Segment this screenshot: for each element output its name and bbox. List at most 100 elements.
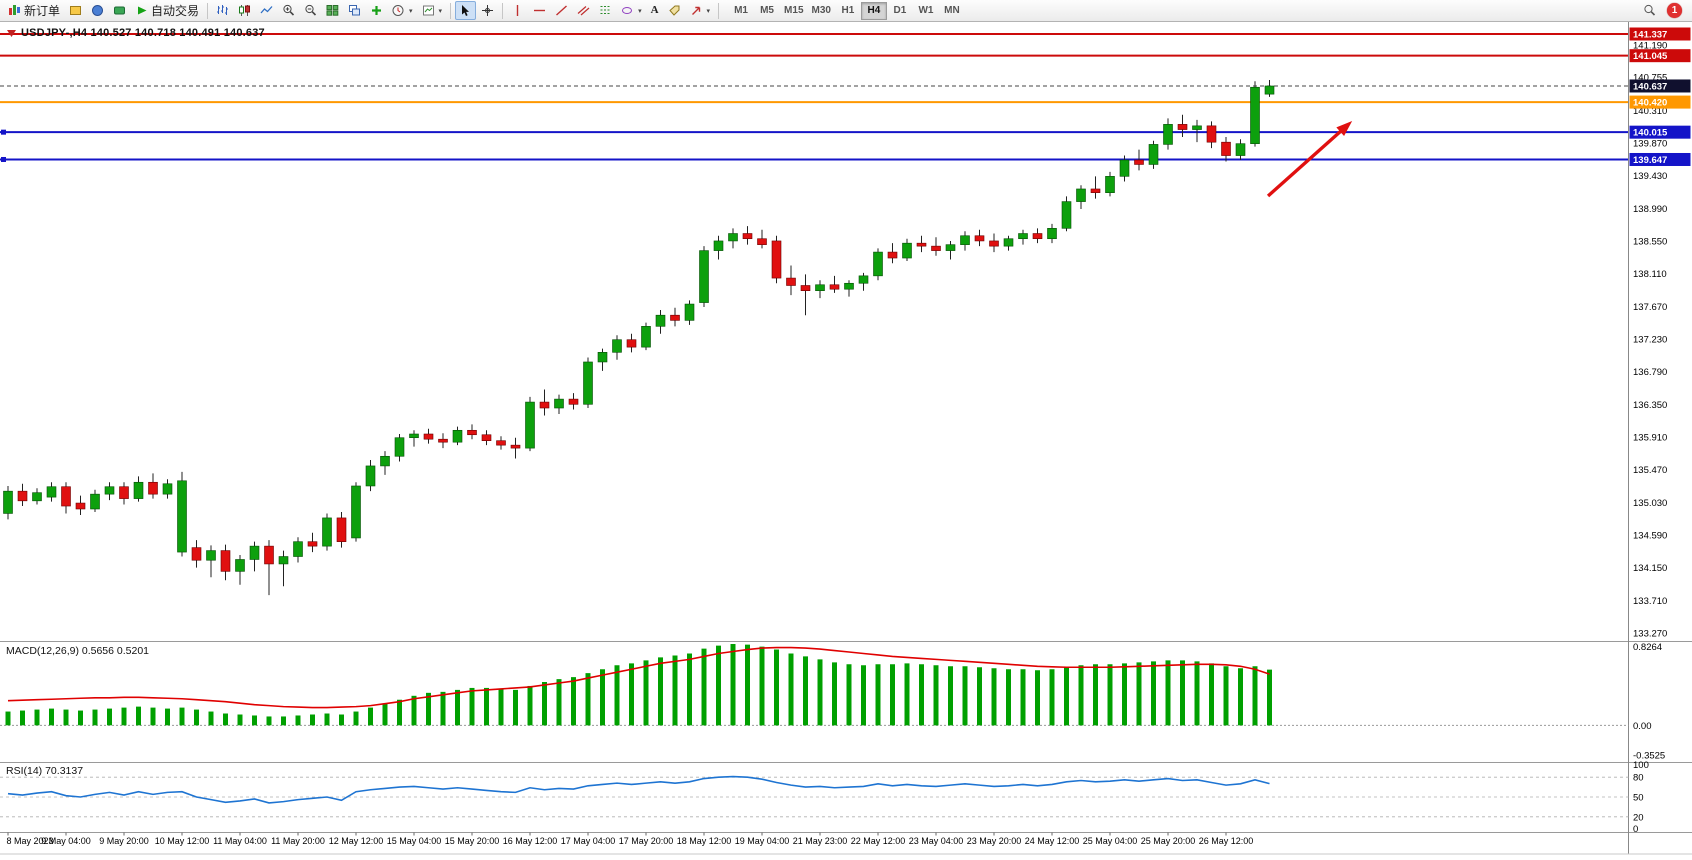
svg-text:136.350: 136.350 bbox=[1633, 400, 1667, 411]
svg-text:17 May 20:00: 17 May 20:00 bbox=[619, 836, 674, 846]
svg-text:138.990: 138.990 bbox=[1633, 204, 1667, 215]
svg-text:140.015: 140.015 bbox=[1633, 128, 1668, 139]
timeframe-button-m1[interactable]: M1 bbox=[728, 2, 754, 20]
svg-text:140.420: 140.420 bbox=[1633, 98, 1667, 109]
svg-text:-0.3525: -0.3525 bbox=[1633, 751, 1665, 762]
timeframe-button-w1[interactable]: W1 bbox=[913, 2, 939, 20]
fibonacci-button[interactable] bbox=[595, 1, 616, 20]
periods-button[interactable]: ▾ bbox=[388, 1, 417, 20]
toolbar-separator bbox=[207, 2, 209, 19]
svg-text:139.870: 139.870 bbox=[1633, 138, 1667, 149]
label-button[interactable] bbox=[664, 1, 685, 20]
svg-text:16 May 12:00: 16 May 12:00 bbox=[503, 836, 558, 846]
current-price-badge: 140.637 bbox=[1629, 79, 1691, 93]
resistance-line-1-price-badge: 141.337 bbox=[1629, 27, 1691, 41]
svg-text:135.910: 135.910 bbox=[1633, 432, 1667, 443]
timeframe-button-mn[interactable]: MN bbox=[939, 2, 965, 20]
navigator-button[interactable] bbox=[87, 1, 108, 20]
trendline-button[interactable] bbox=[551, 1, 572, 20]
new-order-button[interactable]: 新订单 bbox=[4, 1, 64, 20]
indicators-button[interactable] bbox=[366, 1, 387, 20]
macd-label: MACD(12,26,9) 0.5656 0.5201 bbox=[6, 645, 150, 657]
svg-text:9 May 20:00: 9 May 20:00 bbox=[99, 836, 149, 846]
svg-text:136.790: 136.790 bbox=[1633, 367, 1667, 378]
support-line-1-price-badge: 140.015 bbox=[1629, 125, 1691, 139]
rsi-label: RSI(14) 70.3137 bbox=[6, 765, 84, 777]
svg-text:140.755: 140.755 bbox=[1633, 73, 1667, 84]
toolbar-separator bbox=[450, 2, 452, 19]
svg-text:138.550: 138.550 bbox=[1633, 236, 1667, 247]
timeframe-button-m5[interactable]: M5 bbox=[754, 2, 780, 20]
market-watch-button[interactable] bbox=[65, 1, 86, 20]
timeframe-button-d1[interactable]: D1 bbox=[887, 2, 913, 20]
svg-text:20: 20 bbox=[1633, 812, 1644, 823]
shapes-icon bbox=[622, 7, 633, 14]
candlestick-chart-button[interactable] bbox=[234, 1, 255, 20]
tile-windows-button[interactable] bbox=[322, 1, 343, 20]
timeframe-button-h1[interactable]: H1 bbox=[835, 2, 861, 20]
rsi-label-row: RSI(14) 70.3137 bbox=[6, 765, 83, 777]
zoom-out-button[interactable] bbox=[300, 1, 321, 20]
line-chart-button[interactable] bbox=[256, 1, 277, 20]
autotrading-play-icon bbox=[138, 6, 147, 15]
svg-text:141.337: 141.337 bbox=[1633, 30, 1667, 41]
terminal-button[interactable] bbox=[109, 1, 130, 20]
crosshair-icon bbox=[482, 5, 494, 16]
svg-text:26 May 12:00: 26 May 12:00 bbox=[1199, 836, 1254, 846]
template-button[interactable]: ▾ bbox=[418, 1, 447, 20]
svg-text:138.110: 138.110 bbox=[1633, 269, 1667, 280]
vertical-line-button[interactable] bbox=[507, 1, 528, 20]
cascade-windows-icon bbox=[349, 5, 361, 16]
cursor-icon bbox=[462, 5, 470, 16]
svg-text:139.430: 139.430 bbox=[1633, 171, 1667, 182]
bar-chart-icon bbox=[217, 5, 229, 15]
svg-text:22 May 12:00: 22 May 12:00 bbox=[851, 836, 906, 846]
dropdown-caret: ▾ bbox=[438, 7, 443, 15]
svg-text:133.710: 133.710 bbox=[1633, 596, 1667, 607]
arrows-button[interactable]: ▾ bbox=[686, 1, 715, 20]
navigator-icon bbox=[92, 5, 104, 16]
support-line-2-handle[interactable] bbox=[1, 156, 6, 162]
svg-text:11 May 04:00: 11 May 04:00 bbox=[213, 836, 267, 846]
cascade-windows-button[interactable] bbox=[344, 1, 365, 20]
level-lines bbox=[0, 33, 1629, 162]
crosshair-button[interactable] bbox=[477, 1, 498, 20]
cursor-button[interactable] bbox=[455, 1, 477, 20]
dropdown-caret: ▾ bbox=[638, 7, 642, 15]
timeframe-button-h4[interactable]: H4 bbox=[860, 1, 887, 20]
price-axis[interactable]: 141.190 140.755 140.310 139.870 139.430 138.9… bbox=[1629, 27, 1691, 640]
support-line-1-handle[interactable] bbox=[1, 129, 6, 135]
market-watch-icon bbox=[70, 6, 82, 15]
new-order-icon bbox=[9, 5, 20, 15]
svg-text:141.045: 141.045 bbox=[1633, 51, 1668, 62]
horizontal-line-button[interactable] bbox=[529, 1, 550, 20]
timeframe-button-m15[interactable]: M15 bbox=[780, 2, 807, 20]
svg-text:15 May 20:00: 15 May 20:00 bbox=[445, 836, 500, 846]
svg-text:141.190: 141.190 bbox=[1633, 40, 1667, 51]
svg-text:135.030: 135.030 bbox=[1633, 498, 1667, 509]
periods-clock-icon bbox=[392, 5, 404, 16]
shapes-button[interactable]: ▾ bbox=[617, 1, 646, 20]
trend-arrow-annotation[interactable] bbox=[1266, 121, 1353, 198]
bar-chart-button[interactable] bbox=[212, 1, 233, 20]
new-order-label: 新订单 bbox=[24, 4, 61, 18]
search-button[interactable] bbox=[1639, 1, 1660, 20]
svg-text:0.8264: 0.8264 bbox=[1633, 642, 1662, 653]
zoom-in-button[interactable] bbox=[278, 1, 299, 20]
template-icon bbox=[422, 5, 434, 16]
text-button[interactable]: A bbox=[647, 1, 663, 20]
autotrading-button[interactable]: 自动交易 bbox=[131, 1, 203, 20]
zoom-out-icon bbox=[305, 4, 317, 16]
support-line-2-price-badge: 139.647 bbox=[1629, 152, 1691, 166]
channel-button[interactable] bbox=[573, 1, 594, 20]
svg-text:24 May 12:00: 24 May 12:00 bbox=[1025, 836, 1080, 846]
vertical-line-icon bbox=[516, 5, 519, 16]
timeframe-button-m30[interactable]: M30 bbox=[808, 2, 835, 20]
svg-text:8 May 2023: 8 May 2023 bbox=[6, 836, 53, 846]
chart-title-row: USDJPY-,H4 140.527 140.718 140.491 140.6… bbox=[6, 27, 265, 39]
notification-badge[interactable]: 1 bbox=[1667, 3, 1682, 18]
trendline-icon bbox=[556, 5, 568, 16]
svg-text:9 May 04:00: 9 May 04:00 bbox=[41, 836, 91, 846]
